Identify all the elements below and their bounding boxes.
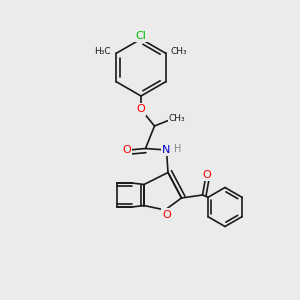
- Text: O: O: [162, 209, 171, 220]
- Text: CH₃: CH₃: [169, 114, 185, 123]
- Text: O: O: [136, 104, 146, 115]
- Text: N: N: [162, 145, 171, 155]
- Text: H₃C: H₃C: [94, 47, 111, 56]
- Text: H: H: [174, 144, 182, 154]
- Text: Cl: Cl: [136, 31, 146, 41]
- Text: O: O: [202, 170, 211, 180]
- Text: CH₃: CH₃: [171, 47, 188, 56]
- Text: O: O: [122, 145, 131, 155]
